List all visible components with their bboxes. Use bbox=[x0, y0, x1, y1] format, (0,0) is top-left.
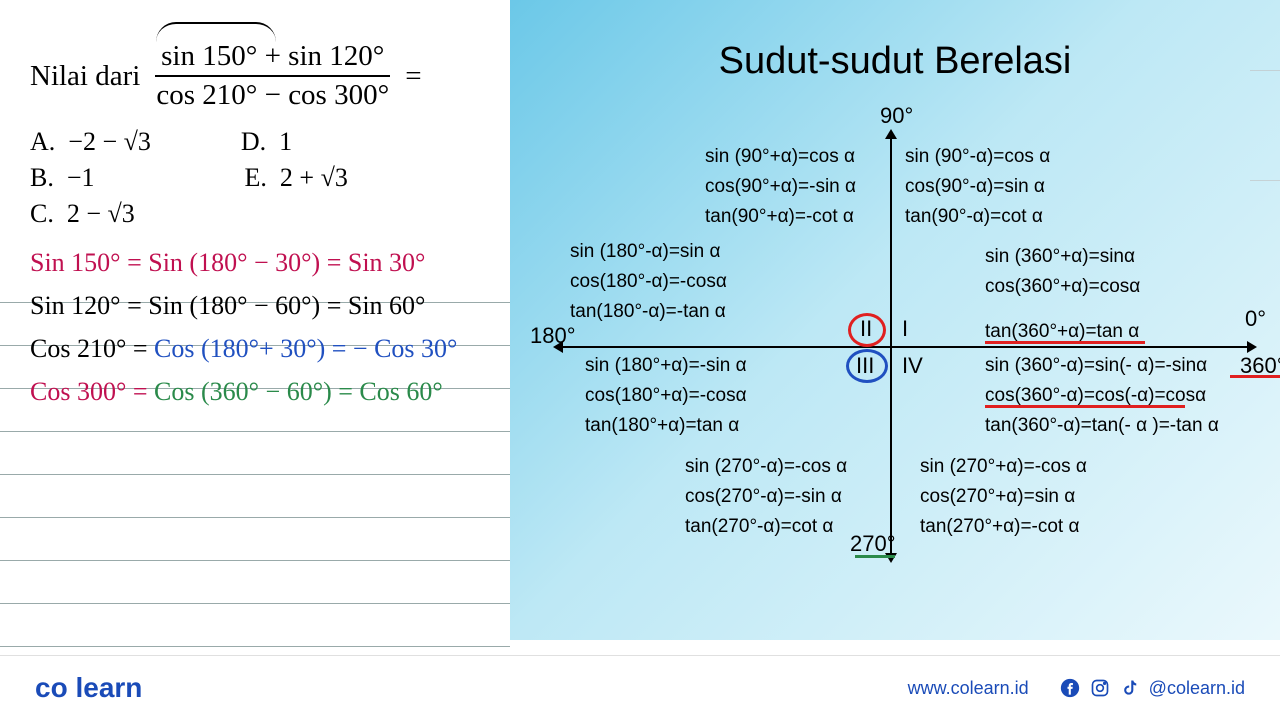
footer-url: www.colearn.id bbox=[908, 678, 1029, 699]
reference-panel: Sudut-sudut Berelasi 90° 180° 0° 360° 27… bbox=[510, 0, 1280, 640]
formula: cos(90°-α)=sin α bbox=[905, 176, 1045, 198]
hw-line-4: Cos 300° = Cos (360° − 60°) = Cos 60° bbox=[30, 370, 510, 413]
ring-line bbox=[1250, 70, 1280, 71]
question: Nilai dari sin 150° + sin 120° cos 210° … bbox=[30, 40, 510, 112]
denominator: cos 210° − cos 300° bbox=[150, 77, 395, 112]
option-c: C. 2 − √3 bbox=[30, 199, 135, 229]
logo: co learn bbox=[35, 672, 142, 704]
option-e: E. 2 + √3 bbox=[245, 163, 348, 193]
formula: sin (360°+α)=sinα bbox=[985, 246, 1135, 268]
formula: sin (360°-α)=sin(- α)=-sinα bbox=[985, 355, 1207, 377]
formula: sin (90°+α)=cos α bbox=[705, 146, 855, 168]
footer-handle: @colearn.id bbox=[1149, 678, 1245, 699]
horizontal-axis bbox=[555, 346, 1255, 348]
formula: sin (180°-α)=sin α bbox=[570, 241, 720, 263]
formula: sin (270°-α)=-cos α bbox=[685, 456, 847, 478]
formula: tan(360°-α)=tan(- α )=-tan α bbox=[985, 415, 1219, 437]
formula: cos(90°+α)=-sin α bbox=[705, 176, 856, 198]
facebook-icon bbox=[1059, 677, 1081, 699]
hw-line-1: Sin 150° = Sin (180° − 30°) = Sin 30° bbox=[30, 241, 510, 284]
formula: tan(360°+α)=tan α bbox=[985, 321, 1139, 343]
panel-title: Sudut-sudut Berelasi bbox=[530, 40, 1260, 83]
question-prefix: Nilai dari bbox=[30, 60, 140, 93]
underline-red bbox=[985, 405, 1185, 408]
option-b: B. −1 bbox=[30, 163, 95, 193]
formula: tan(180°+α)=tan α bbox=[585, 415, 739, 437]
underline-red bbox=[985, 341, 1145, 344]
logo-learn: learn bbox=[75, 672, 142, 703]
footer: co learn www.colearn.id @colearn.id bbox=[0, 655, 1280, 720]
quadrant-diagram: 90° 180° 0° 360° 270° I II III IV sin (9… bbox=[530, 91, 1260, 591]
red-circle bbox=[848, 313, 886, 347]
underline-red bbox=[1230, 375, 1280, 378]
angle-270: 270° bbox=[850, 531, 896, 557]
angle-0: 0° bbox=[1245, 306, 1266, 332]
angle-180: 180° bbox=[530, 323, 576, 349]
option-a: A. −2 − √3 bbox=[30, 127, 151, 157]
formula: cos(360°+α)=cosα bbox=[985, 276, 1140, 298]
formula: tan(90°+α)=-cot α bbox=[705, 206, 854, 228]
handwriting-block: Sin 150° = Sin (180° − 30°) = Sin 30° Si… bbox=[30, 241, 510, 413]
formula: tan(90°-α)=cot α bbox=[905, 206, 1043, 228]
formula: cos(180°+α)=-cosα bbox=[585, 385, 747, 407]
formula: tan(270°-α)=cot α bbox=[685, 516, 833, 538]
socials: @colearn.id bbox=[1059, 677, 1245, 699]
options: A. −2 − √3 D. 1 B. −1 E. 2 + √3 C. 2 − √… bbox=[30, 127, 510, 229]
formula: tan(270°+α)=-cot α bbox=[920, 516, 1079, 538]
logo-co: co bbox=[35, 672, 68, 703]
angle-90: 90° bbox=[880, 103, 913, 129]
underline-green bbox=[855, 555, 895, 558]
formula: cos(270°-α)=-sin α bbox=[685, 486, 842, 508]
quad-1: I bbox=[902, 316, 908, 342]
formula: sin (270°+α)=-cos α bbox=[920, 456, 1087, 478]
equals: = bbox=[405, 60, 421, 93]
numerator: sin 150° + sin 120° bbox=[155, 40, 390, 77]
instagram-icon bbox=[1089, 677, 1111, 699]
formula: cos(360°-α)=cos(-α)=cosα bbox=[985, 385, 1206, 407]
footer-right: www.colearn.id @colearn.id bbox=[908, 677, 1245, 699]
hw-line-3: Cos 210° = Cos (180°+ 30°) = − Cos 30° bbox=[30, 327, 510, 370]
option-d: D. 1 bbox=[241, 127, 292, 157]
fraction: sin 150° + sin 120° cos 210° − cos 300° bbox=[150, 40, 395, 112]
formula: sin (90°-α)=cos α bbox=[905, 146, 1050, 168]
question-panel: Nilai dari sin 150° + sin 120° cos 210° … bbox=[0, 0, 510, 640]
quad-4: IV bbox=[902, 353, 923, 379]
formula: tan(180°-α)=-tan α bbox=[570, 301, 726, 323]
hw-line-2: Sin 120° = Sin (180° − 60°) = Sin 60° bbox=[30, 284, 510, 327]
formula: cos(270°+α)=sin α bbox=[920, 486, 1075, 508]
blue-circle bbox=[846, 349, 888, 383]
formula: sin (180°+α)=-sin α bbox=[585, 355, 747, 377]
tiktok-icon bbox=[1119, 677, 1141, 699]
formula: cos(180°-α)=-cosα bbox=[570, 271, 727, 293]
arc-mark bbox=[156, 22, 276, 42]
